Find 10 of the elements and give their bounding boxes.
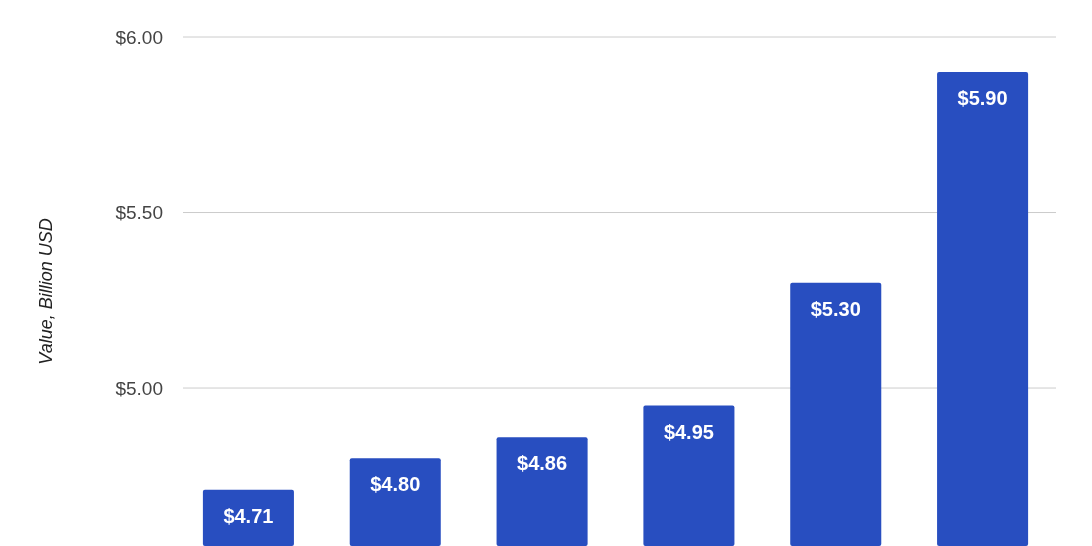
data-label: $5.30 [810,297,861,320]
data-label: $4.80 [370,473,421,496]
y-tick-label: $6.00 [115,26,163,48]
data-label: $4.86 [517,452,568,475]
y-tick-label: $5.00 [115,377,163,399]
y-axis-title: Value, Billion USD [36,218,56,365]
y-tick-label: $5.50 [115,202,163,224]
data-label: $5.90 [957,87,1008,110]
data-label: $4.95 [663,420,714,443]
data-label: $4.71 [223,504,274,527]
